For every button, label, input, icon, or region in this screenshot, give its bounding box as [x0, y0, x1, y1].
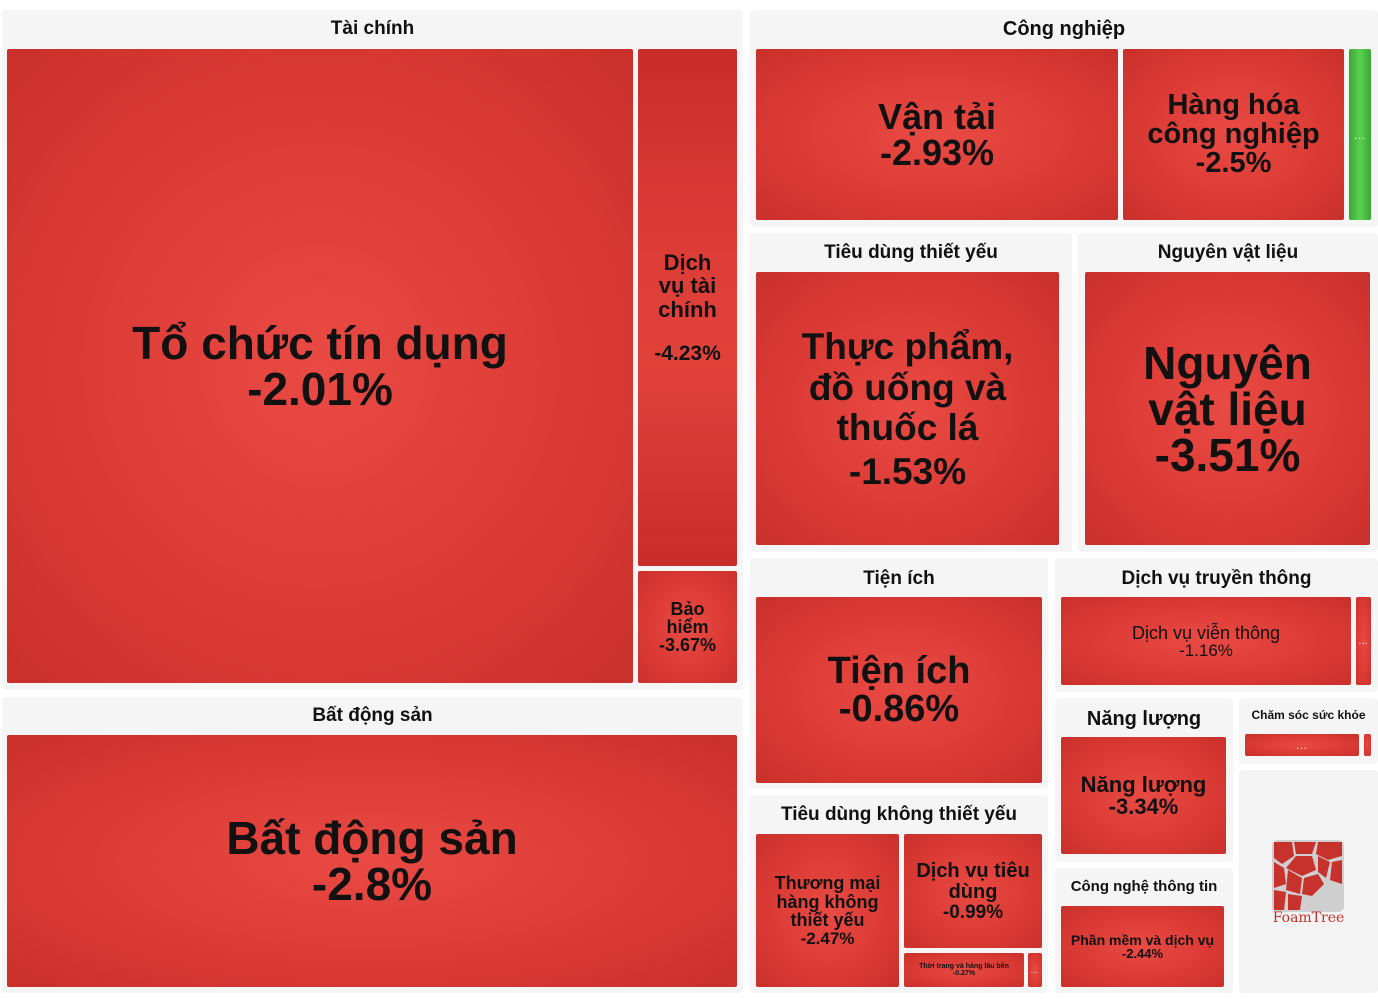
group-title: Bất động sản [312, 705, 433, 726]
cell-nang-luong[interactable]: Năng lượng -3.34% [1061, 737, 1226, 854]
cell-cong-nghiep-other[interactable]: … [1349, 49, 1371, 220]
cell-value: -0.99% [942, 901, 1004, 923]
cell-label: Dịch vụ tài chính [658, 250, 717, 322]
cell-truyen-thong-other[interactable]: … [1356, 597, 1371, 685]
cell-label: … [1358, 635, 1369, 647]
cell-label: Phần mềm và dịch vụ [1070, 932, 1215, 948]
cell-label: Dịch vụ viễn thông [1131, 622, 1281, 643]
cell-label: Năng lượng [1080, 771, 1207, 797]
foamtree-logo: FoamTree [1239, 770, 1378, 993]
group-title: Tiện ích [863, 568, 935, 589]
cell-suc-khoe-other[interactable] [1364, 734, 1371, 756]
cell-to-chuc-tin-dung[interactable]: Tổ chức tín dụng -2.01% [7, 49, 633, 683]
cell-value: -0.27% [952, 970, 976, 977]
cell-van-tai[interactable]: Vận tải -2.93% [756, 49, 1118, 220]
group-title: Tiêu dùng không thiết yếu [780, 804, 1018, 825]
group-title: Tài chính [330, 18, 415, 39]
cell-bao-hiem[interactable]: Bảo hiểm -3.67% [638, 571, 737, 683]
cell-value: -0.86% [838, 688, 960, 730]
group-title: Công nghệ thông tin [1070, 878, 1218, 895]
group-title: Năng lượng [1086, 708, 1202, 730]
group-title: Công nghiệp [1002, 18, 1126, 40]
cell-thoi-trang[interactable]: Thời trang và hàng lâu bền -0.27% [904, 953, 1024, 987]
cell-value: -3.34% [1108, 793, 1179, 819]
cell-value: -2.01% [247, 363, 393, 415]
group-title: Dịch vụ truyền thông [1121, 568, 1312, 589]
cell-dich-vu-vien-thong[interactable]: Dịch vụ viễn thông -1.16% [1061, 597, 1351, 685]
cell-label: Tiện ích [827, 650, 971, 692]
cell-label: … [1295, 738, 1309, 752]
group-title: Tiêu dùng thiết yếu [824, 242, 998, 263]
cell-value: -2.44% [1121, 946, 1164, 961]
cell-value: -1.53% [848, 451, 967, 493]
cell-tien-ich[interactable]: Tiện ích -0.86% [756, 597, 1042, 783]
cell-value: -2.47% [800, 929, 855, 949]
cell-phan-mem[interactable]: Phần mềm và dịch vụ -2.44% [1061, 906, 1224, 987]
cell-hang-hoa-cong-nghiep[interactable]: Hàng hóa công nghiệp -2.5% [1123, 49, 1344, 220]
cell-label: Thương mại hàng không thiết yếu [774, 872, 881, 931]
cell-bat-dong-san[interactable]: Bất động sản -2.8% [7, 735, 737, 987]
foamtree-logo-icon [1272, 840, 1344, 912]
cell-value: -4.23% [654, 341, 721, 365]
cell-label: … [1353, 127, 1367, 142]
cell-value: -2.5% [1195, 147, 1272, 179]
cell-thuong-mai[interactable]: Thương mại hàng không thiết yếu -2.47% [756, 834, 899, 987]
cell-label: Vận tải [877, 95, 997, 137]
cell-label: Tổ chức tín dụng [132, 317, 508, 369]
group-title: Nguyên vật liệu [1157, 242, 1299, 263]
cell-label: … [1030, 965, 1040, 975]
cell-thuc-pham[interactable]: Thực phẩm, đồ uống và thuốc lá -1.53% [756, 272, 1059, 545]
cell-value: -3.67% [658, 635, 717, 655]
cell-tieu-dung-other[interactable]: … [1028, 953, 1042, 987]
cell-label: Bảo hiểm [666, 599, 709, 637]
cell-label: Thực phẩm, đồ uống và thuốc lá [801, 325, 1014, 449]
cell-label: Nguyên vật liệu [1143, 336, 1312, 435]
foamtree-logo-text: FoamTree [1272, 910, 1345, 926]
cell-label: Dịch vụ tiêu dùng [916, 859, 1030, 903]
cell-dich-vu-tieu-dung[interactable]: Dịch vụ tiêu dùng -0.99% [904, 834, 1042, 948]
cell-suc-khoe-main[interactable]: … [1245, 734, 1359, 756]
cell-value: -1.16% [1179, 640, 1233, 660]
group-title: Chăm sóc sức khỏe [1251, 708, 1366, 722]
cell-value: -2.8% [311, 858, 433, 910]
cell-dich-vu-tai-chinh[interactable]: Dịch vụ tài chính -4.23% [638, 49, 737, 566]
cell-label: Hàng hóa công nghiệp [1147, 89, 1320, 150]
cell-label: Bất động sản [226, 812, 518, 864]
cell-value: -2.93% [879, 131, 995, 173]
cell-nguyen-vat-lieu[interactable]: Nguyên vật liệu -3.51% [1085, 272, 1370, 545]
cell-value: -3.51% [1154, 428, 1301, 481]
cell-label: Thời trang và hàng lâu bền [919, 963, 1009, 970]
